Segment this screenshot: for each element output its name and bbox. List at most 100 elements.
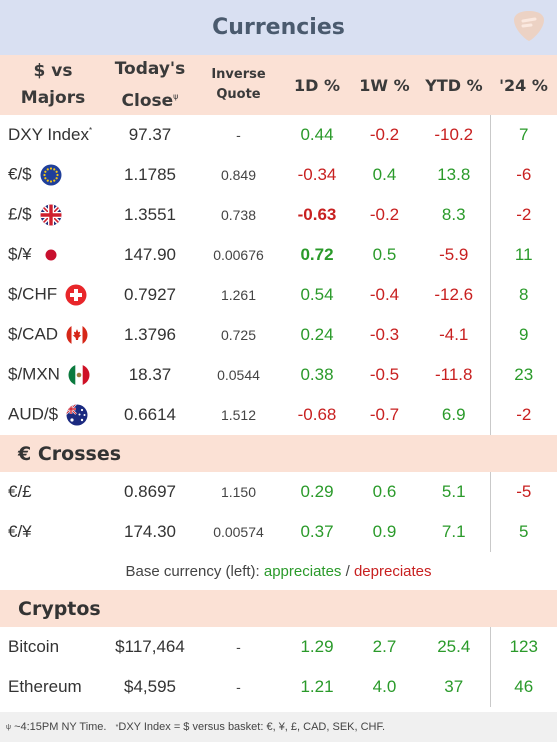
header-inverse: Inverse Quote xyxy=(194,55,283,115)
inverse-quote: 0.00676 xyxy=(213,247,264,263)
change-2024: 123 xyxy=(489,627,557,667)
header-1d: 1D % xyxy=(283,55,351,115)
majors-table: $ vs Majors Today's Closeψ Inverse Quote 1D… xyxy=(0,55,557,435)
legend-slash: / xyxy=(345,562,350,580)
guitar-pick-logo-icon xyxy=(514,11,544,41)
change-1w: 2.7 xyxy=(372,637,397,656)
change-1w: -0.2 xyxy=(369,205,400,224)
change-2024: 5 xyxy=(489,512,557,552)
japan-flag-icon xyxy=(40,244,62,266)
change-1w: -0.7 xyxy=(369,405,400,424)
australia-flag-icon xyxy=(66,404,88,426)
pair-name: $/MXN xyxy=(0,355,106,395)
change-ytd: 5.1 xyxy=(441,482,466,501)
change-2024: 9 xyxy=(489,315,557,355)
footnote-mark: * xyxy=(88,126,93,135)
change-2024: -6 xyxy=(489,155,557,195)
table-row: €/$ 1.1785 0.849 -0.34 0.4 13.8 -6 xyxy=(0,155,557,195)
footnote-mark-close: ψ xyxy=(6,723,11,731)
pair-name: DXY Index* xyxy=(8,125,93,144)
table-header: $ vs Majors Today's Closeψ Inverse Quote 1D… xyxy=(0,55,557,115)
inverse-quote: 1.150 xyxy=(220,484,257,500)
header-pair: $ vs Majors xyxy=(0,55,106,115)
pair-name: £/$ xyxy=(0,195,106,235)
cryptos-section-title: Cryptos xyxy=(0,590,557,627)
table-row: Bitcoin $117,464 - 1.29 2.7 25.4 123 xyxy=(0,627,557,667)
close-value: $117,464 xyxy=(115,637,185,656)
inverse-quote: - xyxy=(236,679,241,695)
table-row: $/MXN 18.37 0.0544 0.38 -0.5 -11.8 23 xyxy=(0,355,557,395)
page-title: Currencies xyxy=(212,15,345,40)
close-value: 174.30 xyxy=(124,522,176,541)
pair-name: $/¥ xyxy=(0,235,106,275)
inverse-quote: 1.512 xyxy=(220,407,257,423)
inverse-quote: - xyxy=(236,639,241,655)
change-2024: 11 xyxy=(489,235,557,275)
pair-name: €/$ xyxy=(0,155,106,195)
crosses-section-title: € Crosses xyxy=(0,435,557,472)
mexico-flag-icon xyxy=(68,364,90,386)
change-1w: 0.6 xyxy=(372,482,397,501)
change-2024: 23 xyxy=(489,355,557,395)
change-ytd: -12.6 xyxy=(434,285,474,304)
change-1d: 1.21 xyxy=(300,677,334,696)
change-1w: -0.5 xyxy=(369,365,400,384)
change-1d: 0.54 xyxy=(300,285,334,304)
change-1d: -0.34 xyxy=(297,165,337,184)
crosses-table: €/£ 0.8697 1.150 0.29 0.6 5.1 -5 €/¥ 174.30 0.005… xyxy=(0,472,557,552)
change-1d: 0.72 xyxy=(300,245,334,264)
change-1w: 0.4 xyxy=(372,165,397,184)
change-1w: 4.0 xyxy=(372,677,397,696)
inverse-quote: - xyxy=(236,127,241,143)
legend-appreciates: appreciates xyxy=(263,562,342,580)
change-1d: 0.24 xyxy=(300,325,334,344)
pair-name: €/¥ xyxy=(8,522,32,541)
close-value: 1.1785 xyxy=(124,165,176,184)
footnote: ψ ~4:15PM NY Time. * DXY Index = $ versus… xyxy=(0,712,557,742)
footnote-time: ~4:15PM NY Time. xyxy=(14,721,107,733)
change-1w: -0.3 xyxy=(369,325,400,344)
pair-name: €/£ xyxy=(8,482,32,501)
header-ytd: YTD % xyxy=(418,55,490,115)
change-1d: 0.44 xyxy=(300,125,334,144)
change-1w: 0.5 xyxy=(372,245,397,264)
title-bar: Currencies xyxy=(0,0,557,55)
inverse-quote: 0.0544 xyxy=(217,367,260,383)
table-row: £/$ 1.3551 0.738 -0.63 -0.2 8.3 -2 xyxy=(0,195,557,235)
pair-name: $/CAD xyxy=(0,315,106,355)
close-value: 147.90 xyxy=(124,245,176,264)
change-ytd: -4.1 xyxy=(439,325,469,344)
table-row: $/CHF 0.7927 1.261 0.54 -0.4 -12.6 8 xyxy=(0,275,557,315)
change-ytd: -10.2 xyxy=(434,125,474,144)
swiss-flag-icon xyxy=(65,284,87,306)
change-2024: 46 xyxy=(489,667,557,707)
change-1w: -0.2 xyxy=(369,125,400,144)
change-1d: 0.29 xyxy=(300,482,334,501)
change-ytd: 7.1 xyxy=(441,522,466,541)
inverse-quote: 0.00574 xyxy=(213,524,264,540)
change-1w: -0.4 xyxy=(369,285,400,304)
close-value: 1.3551 xyxy=(124,205,176,224)
pair-name: $/CHF xyxy=(0,275,106,315)
table-row: AUD/$ 0.6614 1.512 -0.68 -0.7 6.9 -2 xyxy=(0,395,557,435)
close-value: 0.7927 xyxy=(124,285,176,304)
header-close: Today's Closeψ xyxy=(106,55,194,115)
legend-prefix: Base currency (left): xyxy=(125,562,260,580)
legend-depreciates: depreciates xyxy=(353,562,432,580)
change-2024: 8 xyxy=(489,275,557,315)
table-row: DXY Index* 97.37 - 0.44 -0.2 -10.2 7 xyxy=(0,115,557,155)
inverse-quote: 0.725 xyxy=(220,327,257,343)
table-row: $/CAD 1.3796 0.725 0.24 -0.3 -4.1 9 xyxy=(0,315,557,355)
footnote-mark-dxy: * xyxy=(115,723,119,731)
change-1d: 1.29 xyxy=(300,637,334,656)
cryptos-table: Bitcoin $117,464 - 1.29 2.7 25.4 123 Ethereum $4… xyxy=(0,627,557,707)
uk-flag-icon xyxy=(40,204,62,226)
eu-flag-icon xyxy=(40,164,62,186)
change-1d: 0.38 xyxy=(300,365,334,384)
color-legend: Base currency (left): appreciates / depr… xyxy=(0,552,557,590)
change-1d: -0.68 xyxy=(297,405,337,424)
change-ytd: 6.9 xyxy=(441,405,466,424)
table-row: €/£ 0.8697 1.150 0.29 0.6 5.1 -5 xyxy=(0,472,557,512)
change-2024: -2 xyxy=(489,395,557,435)
change-2024: -5 xyxy=(489,472,557,512)
